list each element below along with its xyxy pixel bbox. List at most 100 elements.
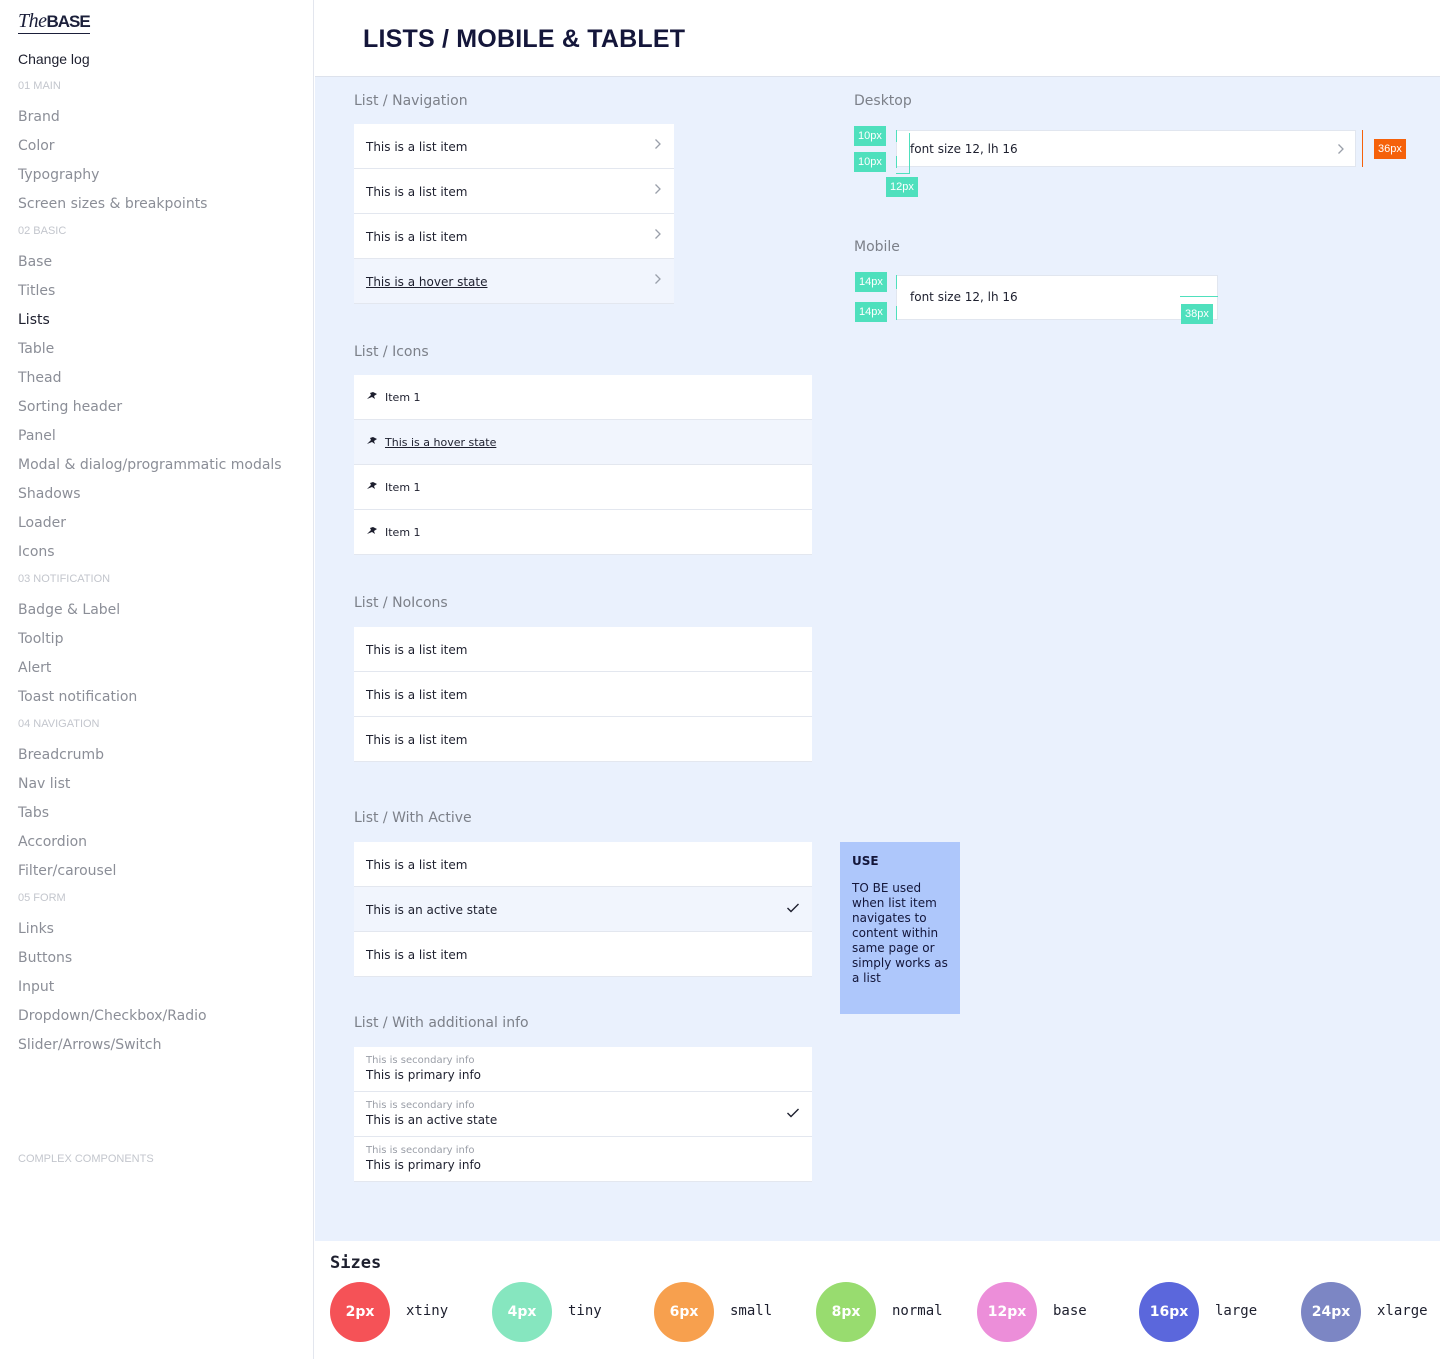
- primary-info: This is primary info: [366, 1068, 482, 1082]
- list-item-label: This is a list item: [366, 688, 468, 702]
- sidebar-section-basic: 02 BASIC: [18, 225, 67, 237]
- size-label: tiny: [568, 1303, 602, 1319]
- checkmark-icon: [787, 1108, 799, 1118]
- list-item-hover[interactable]: This is a hover state: [354, 259, 674, 304]
- list-item[interactable]: This is secondary info This is primary i…: [354, 1047, 812, 1092]
- sidebar-item-buttons[interactable]: Buttons: [18, 950, 73, 966]
- sidebar-section-navigation: 04 NAVIGATION: [18, 718, 100, 730]
- sidebar-item-icons[interactable]: Icons: [18, 544, 55, 560]
- sidebar-item-input[interactable]: Input: [18, 979, 55, 995]
- list-item[interactable]: This is a list item: [354, 672, 812, 717]
- spec-desktop-text: font size 12, lh 16: [910, 142, 1018, 156]
- list-item[interactable]: This is a list item: [354, 842, 812, 887]
- list-navigation: This is a list item This is a list item …: [354, 124, 674, 304]
- size-label: xlarge: [1377, 1303, 1428, 1319]
- primary-info: This is primary info: [366, 1158, 482, 1172]
- sidebar-item-base[interactable]: Base: [18, 254, 53, 270]
- list-additional-info: This is secondary info This is primary i…: [354, 1047, 812, 1182]
- list-item[interactable]: Item 1: [354, 375, 812, 420]
- sidebar-item-badge-label[interactable]: Badge & Label: [18, 602, 121, 618]
- list-item-label: This is a list item: [366, 140, 468, 154]
- secondary-info: This is secondary info: [366, 1100, 475, 1111]
- size-circle: 6px: [654, 1282, 714, 1342]
- sidebar-item-sorting-header[interactable]: Sorting header: [18, 399, 123, 415]
- height-tag: 36px: [1374, 139, 1406, 159]
- section-title-additional-info: List / With additional info: [354, 1015, 529, 1031]
- list-item-label: This is a hover state: [366, 275, 488, 289]
- sidebar-item-change-log[interactable]: Change log: [18, 51, 90, 67]
- section-title-with-active: List / With Active: [354, 810, 472, 826]
- logo-the: The: [18, 10, 47, 32]
- spec-guide: [896, 306, 897, 320]
- sidebar-item-filter-carousel[interactable]: Filter/carousel: [18, 863, 117, 879]
- spec-guide: [896, 275, 897, 289]
- list-item-active[interactable]: This is an active state: [354, 887, 812, 932]
- pin-icon: [367, 392, 377, 399]
- sidebar-item-panel[interactable]: Panel: [18, 428, 56, 444]
- sidebar-item-toast[interactable]: Toast notification: [18, 689, 138, 705]
- sidebar-item-titles[interactable]: Titles: [18, 283, 56, 299]
- list-item[interactable]: This is a list item: [354, 214, 674, 259]
- sidebar-item-tooltip[interactable]: Tooltip: [18, 631, 64, 647]
- spec-mobile-text: font size 12, lh 16: [910, 290, 1018, 304]
- size-label: normal: [892, 1303, 943, 1319]
- size-label: xtiny: [406, 1303, 449, 1319]
- list-with-active: This is a list item This is an active st…: [354, 842, 812, 977]
- sidebar-item-links[interactable]: Links: [18, 921, 54, 937]
- sidebar-item-breadcrumb[interactable]: Breadcrumb: [18, 747, 104, 763]
- size-label: large: [1215, 1303, 1258, 1319]
- main-content: List / Navigation This is a list item Th…: [315, 77, 1440, 1241]
- sidebar-item-tabs[interactable]: Tabs: [18, 805, 49, 821]
- page-title: LISTS / MOBILE & TABLET: [363, 25, 686, 53]
- list-item-label: This is a list item: [366, 230, 468, 244]
- sidebar-item-lists[interactable]: Lists: [18, 312, 50, 328]
- use-note-title: USE: [852, 854, 879, 868]
- sidebar-item-slider[interactable]: Slider/Arrows/Switch: [18, 1037, 162, 1053]
- list-item-hover[interactable]: This is a hover state: [354, 420, 812, 465]
- size-circle: 24px: [1301, 1282, 1361, 1342]
- list-item[interactable]: This is secondary info This is primary i…: [354, 1137, 812, 1182]
- pin-icon: [367, 482, 377, 489]
- spacing-tag: 10px: [854, 152, 886, 172]
- list-item[interactable]: This is a list item: [354, 169, 674, 214]
- sidebar-item-screen-sizes[interactable]: Screen sizes & breakpoints: [18, 196, 208, 212]
- sidebar-item-modal[interactable]: Modal & dialog/programmatic modals: [18, 457, 282, 473]
- list-item-active[interactable]: This is secondary info This is an active…: [354, 1092, 812, 1137]
- page-header: LISTS / MOBILE & TABLET: [315, 0, 1440, 77]
- sidebar-item-color[interactable]: Color: [18, 138, 55, 154]
- sidebar-item-table[interactable]: Table: [18, 341, 55, 357]
- sidebar-item-accordion[interactable]: Accordion: [18, 834, 88, 850]
- chevron-right-icon: [655, 229, 661, 239]
- spacing-tag: 14px: [855, 302, 887, 322]
- list-item[interactable]: This is a list item: [354, 124, 674, 169]
- list-item[interactable]: Item 1: [354, 510, 812, 555]
- list-item-label: This is a list item: [366, 643, 468, 657]
- sidebar-item-typography[interactable]: Typography: [18, 167, 100, 183]
- sidebar-item-loader[interactable]: Loader: [18, 515, 66, 531]
- spec-mobile-title: Mobile: [854, 239, 900, 255]
- secondary-info: This is secondary info: [366, 1145, 475, 1156]
- size-circle: 12px: [977, 1282, 1037, 1342]
- sidebar-section-main: 01 MAIN: [18, 80, 61, 92]
- logo-base: BASE: [46, 12, 91, 31]
- sidebar-item-thead[interactable]: Thead: [18, 370, 62, 386]
- section-title-navigation: List / Navigation: [354, 93, 468, 109]
- sidebar-item-dropdown[interactable]: Dropdown/Checkbox/Radio: [18, 1008, 207, 1024]
- sidebar-section-form: 05 FORM: [18, 892, 66, 904]
- list-item[interactable]: Item 1: [354, 465, 812, 510]
- list-icons: Item 1 This is a hover state Item 1 Item…: [354, 375, 812, 555]
- sidebar-item-brand[interactable]: Brand: [18, 109, 60, 125]
- list-item-label: This is an active state: [366, 903, 498, 917]
- sidebar-item-alert[interactable]: Alert: [18, 660, 52, 676]
- size-label: base: [1053, 1303, 1087, 1319]
- list-item[interactable]: This is a list item: [354, 627, 812, 672]
- logo[interactable]: TheBASE: [18, 10, 91, 34]
- size-circle: 4px: [492, 1282, 552, 1342]
- list-item[interactable]: This is a list item: [354, 932, 812, 977]
- sidebar-item-nav-list[interactable]: Nav list: [18, 776, 71, 792]
- sidebar-item-shadows[interactable]: Shadows: [18, 486, 81, 502]
- sidebar-section-complex: COMPLEX COMPONENTS: [18, 1153, 154, 1165]
- list-item-label: This is a list item: [366, 858, 468, 872]
- spacing-tag: 10px: [854, 126, 886, 146]
- list-item[interactable]: This is a list item: [354, 717, 812, 762]
